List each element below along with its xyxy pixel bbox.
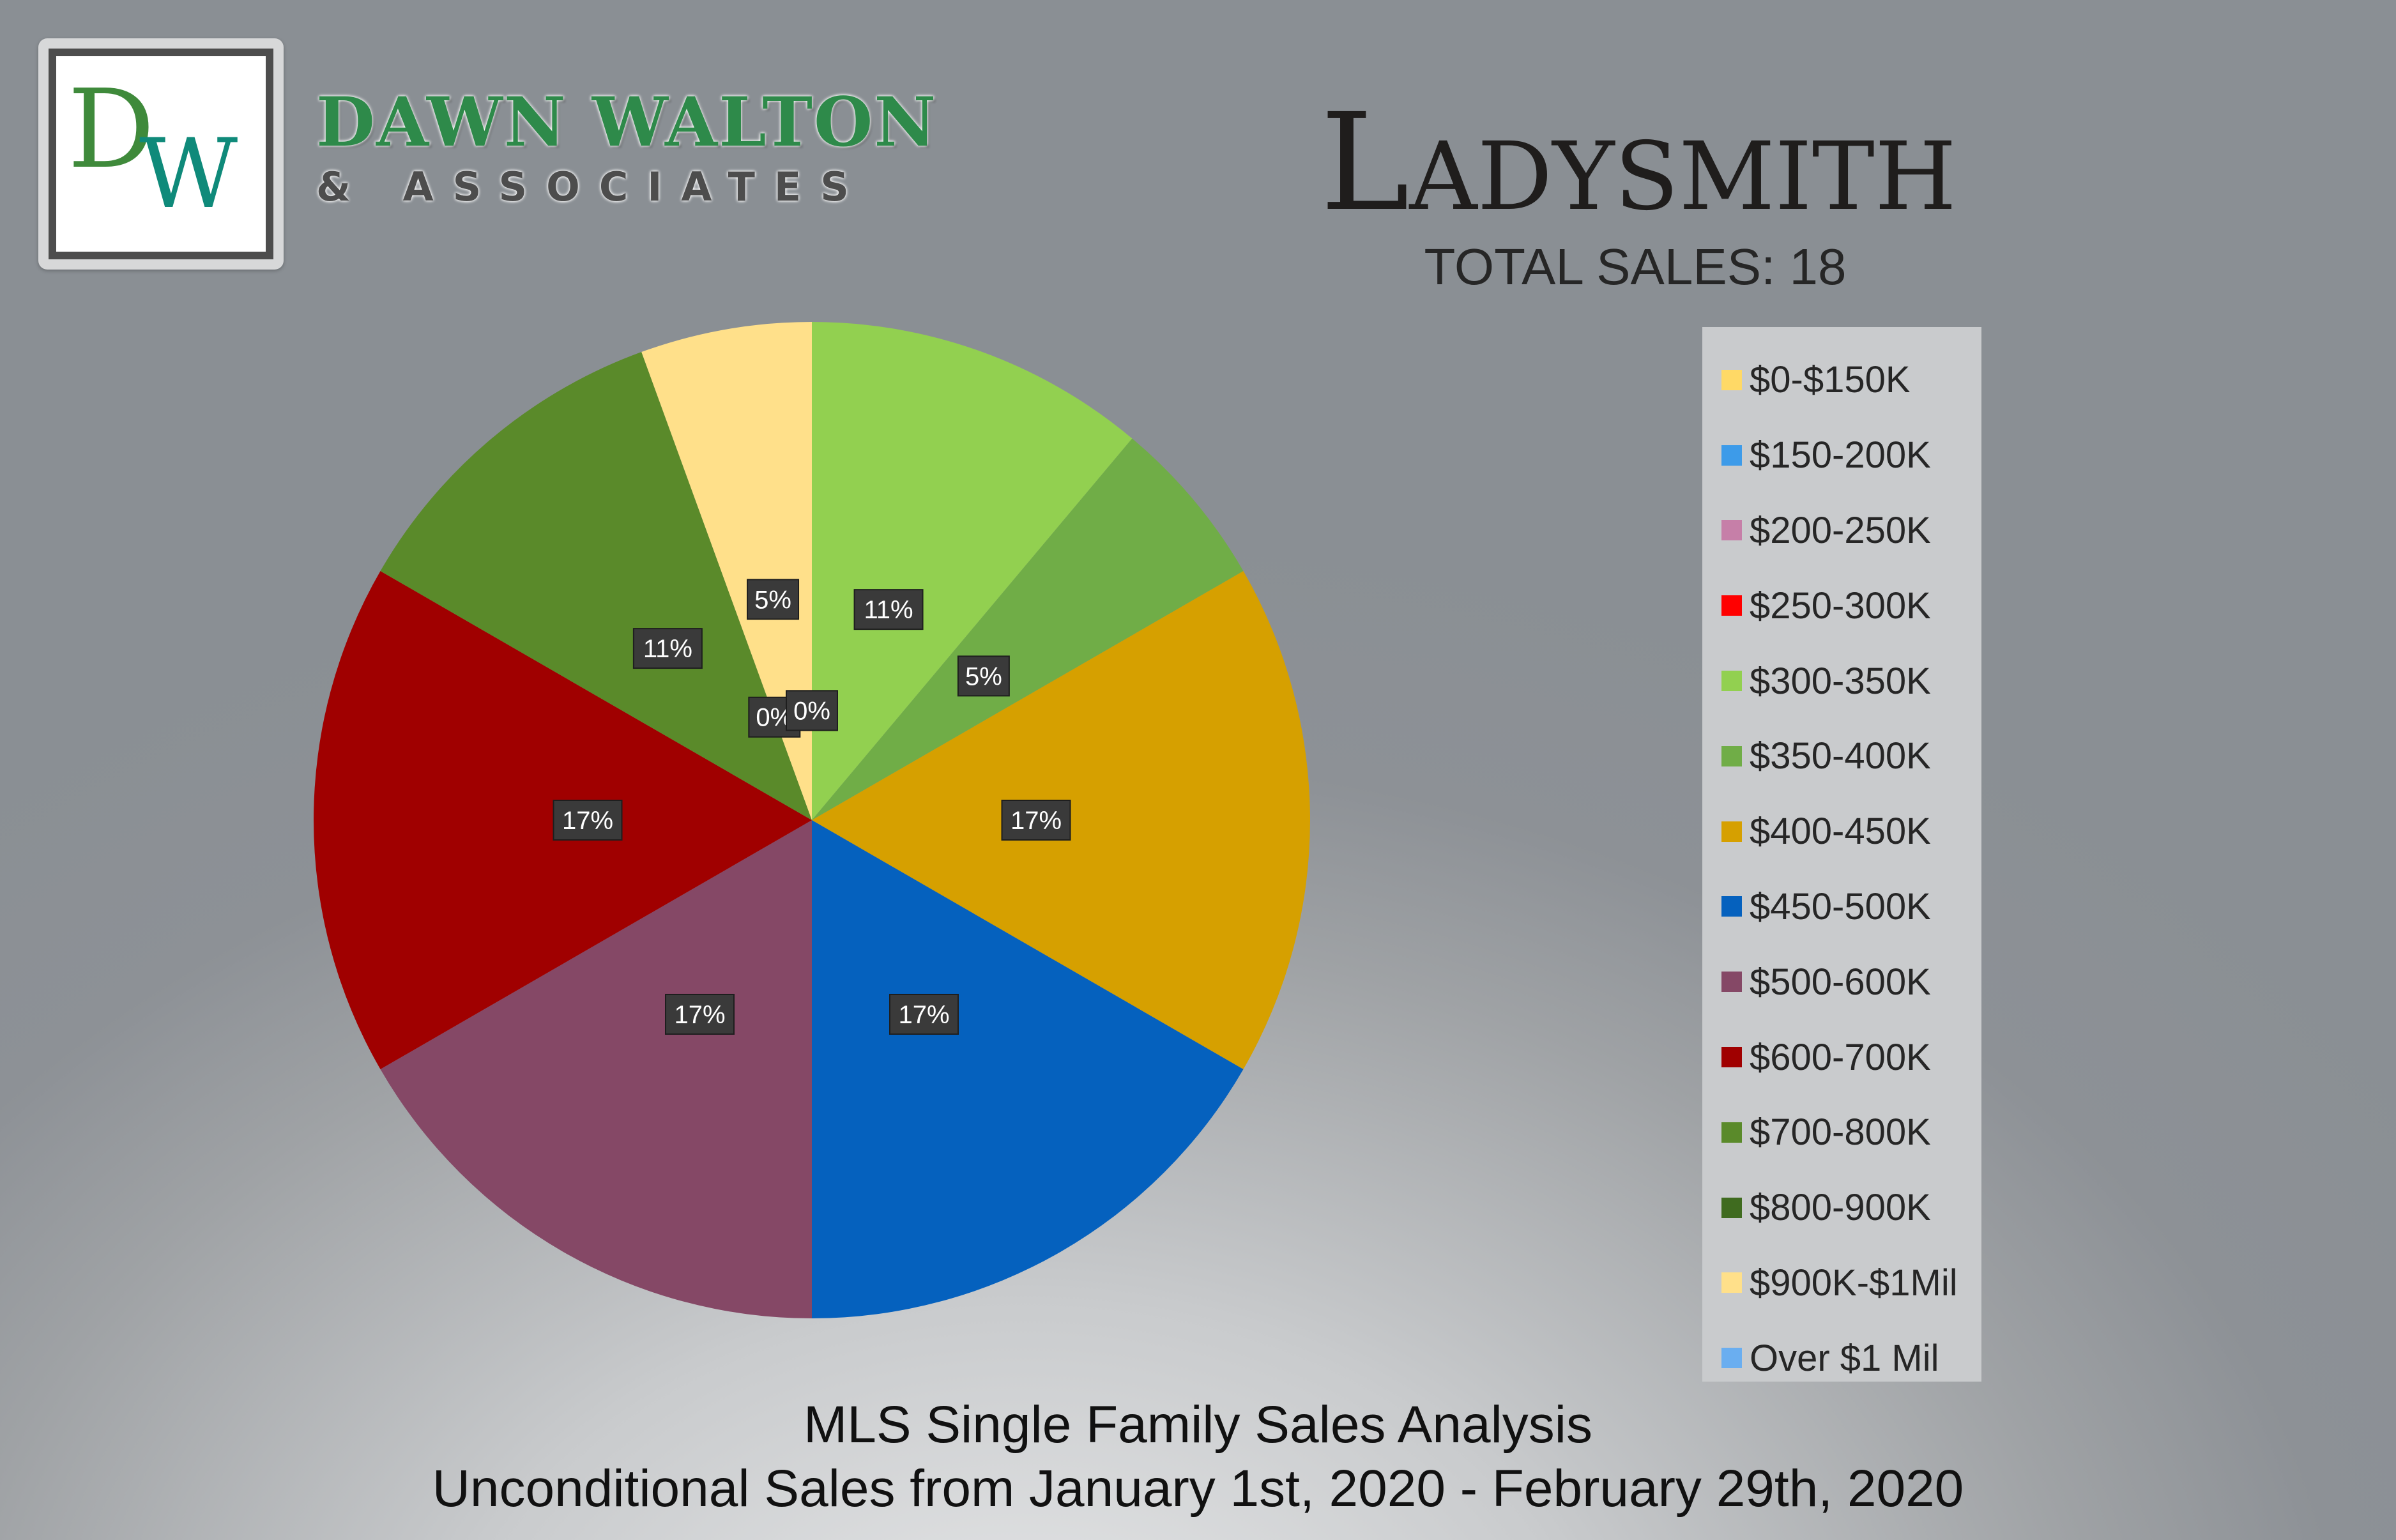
data-label-box bbox=[1001, 800, 1071, 841]
data-label-text: 0% bbox=[793, 697, 830, 725]
pie-slice bbox=[812, 438, 1244, 820]
logo-letter-w: W bbox=[139, 119, 238, 230]
legend-item: $800-900K bbox=[1702, 1170, 1981, 1246]
data-label: 17% bbox=[665, 993, 735, 1035]
legend-item: $700-800K bbox=[1702, 1095, 1981, 1170]
pie-slice bbox=[812, 820, 1244, 1318]
data-label: 11% bbox=[632, 628, 703, 669]
legend-label: $500-600K bbox=[1750, 961, 1931, 1003]
legend-swatch bbox=[1721, 445, 1742, 466]
brand-tagline: & ASSOCIATES bbox=[316, 164, 868, 210]
data-label-text: 17% bbox=[1011, 807, 1062, 835]
logo-letter-d: D bbox=[68, 66, 155, 193]
legend-label: $350-400K bbox=[1750, 735, 1931, 777]
legend-label: $150-200K bbox=[1750, 434, 1931, 476]
data-label-text: 5% bbox=[754, 586, 791, 614]
legend-label: $600-700K bbox=[1750, 1036, 1931, 1078]
legend-label: $250-300K bbox=[1750, 584, 1931, 627]
data-label-text: 17% bbox=[562, 807, 613, 835]
data-label-text: 17% bbox=[674, 1001, 725, 1029]
legend-swatch bbox=[1721, 1197, 1742, 1218]
data-label-box bbox=[889, 993, 959, 1035]
logo-monogram: D W bbox=[49, 49, 273, 259]
footer-date-range: Unconditional Sales from January 1st, 20… bbox=[432, 1460, 1964, 1518]
legend-swatch bbox=[1721, 671, 1742, 692]
pie-slice bbox=[812, 322, 1133, 820]
legend-item: $350-400K bbox=[1702, 719, 1981, 794]
data-label-text: 11% bbox=[643, 635, 692, 663]
legend-label: Over $1 Mil bbox=[1750, 1337, 1939, 1379]
total-sales: TOTAL SALES: 18 bbox=[1424, 238, 1847, 295]
legend-label: $700-800K bbox=[1750, 1111, 1931, 1154]
pie-slice bbox=[380, 820, 812, 1318]
logo: D W bbox=[38, 38, 284, 270]
data-label: 11% bbox=[853, 589, 924, 630]
data-label-box bbox=[632, 628, 703, 669]
legend-item: $300-350K bbox=[1702, 643, 1981, 719]
legend-item: $600-700K bbox=[1702, 1019, 1981, 1095]
data-label-box bbox=[747, 579, 800, 620]
data-label-box bbox=[786, 690, 838, 731]
legend-item: $900K-$1Mil bbox=[1702, 1246, 1981, 1321]
brand-name: DAWN WALTON bbox=[316, 82, 938, 162]
data-label: 5% bbox=[747, 579, 800, 620]
legend-swatch bbox=[1721, 1272, 1742, 1293]
legend-label: $800-900K bbox=[1750, 1187, 1931, 1229]
legend-label: $900K-$1Mil bbox=[1750, 1262, 1958, 1304]
legend-swatch bbox=[1721, 896, 1742, 917]
legend-label: $0-$150K bbox=[1750, 359, 1911, 401]
data-label-text: 11% bbox=[864, 596, 913, 624]
legend-item: Over $1 Mil bbox=[1702, 1320, 1981, 1396]
legend-swatch bbox=[1721, 821, 1742, 842]
data-label-box bbox=[665, 993, 735, 1035]
data-label: 0% bbox=[786, 690, 838, 731]
legend-label: $450-500K bbox=[1750, 885, 1931, 927]
legend-swatch bbox=[1721, 1122, 1742, 1143]
legend-swatch bbox=[1721, 595, 1742, 616]
pie-slice bbox=[380, 352, 812, 820]
legend-item: $0-$150K bbox=[1702, 342, 1981, 418]
legend-swatch bbox=[1721, 1348, 1742, 1369]
footer-title: MLS Single Family Sales Analysis bbox=[803, 1396, 1593, 1454]
legend-swatch bbox=[1721, 972, 1742, 993]
data-label: 17% bbox=[1001, 800, 1071, 841]
legend-swatch bbox=[1721, 745, 1742, 766]
legend-label: $400-450K bbox=[1750, 811, 1931, 853]
legend-item: $500-600K bbox=[1702, 944, 1981, 1019]
data-label-text: 17% bbox=[898, 1001, 949, 1029]
chart-legend: $0-$150K $150-200K $200-250K $250-300K $300-… bbox=[1702, 327, 1981, 1382]
legend-item: $200-250K bbox=[1702, 493, 1981, 568]
page-title: Ladysmith bbox=[1320, 84, 1957, 241]
data-label: 17% bbox=[553, 800, 623, 841]
data-label: 17% bbox=[889, 993, 959, 1035]
legend-swatch bbox=[1721, 369, 1742, 390]
legend-swatch bbox=[1721, 520, 1742, 541]
data-label-box bbox=[553, 800, 623, 841]
data-label: 5% bbox=[957, 655, 1010, 697]
legend-item: $250-300K bbox=[1702, 568, 1981, 643]
data-label-text: 5% bbox=[965, 662, 1002, 690]
legend-label: $300-350K bbox=[1750, 660, 1931, 702]
legend-item: $450-500K bbox=[1702, 869, 1981, 945]
pie-slice bbox=[641, 322, 812, 820]
data-label-box bbox=[853, 589, 924, 630]
legend-label: $200-250K bbox=[1750, 509, 1931, 551]
legend-item: $400-450K bbox=[1702, 794, 1981, 869]
legend-swatch bbox=[1721, 1047, 1742, 1068]
legend-item: $150-200K bbox=[1702, 418, 1981, 493]
data-label-box bbox=[957, 655, 1010, 697]
